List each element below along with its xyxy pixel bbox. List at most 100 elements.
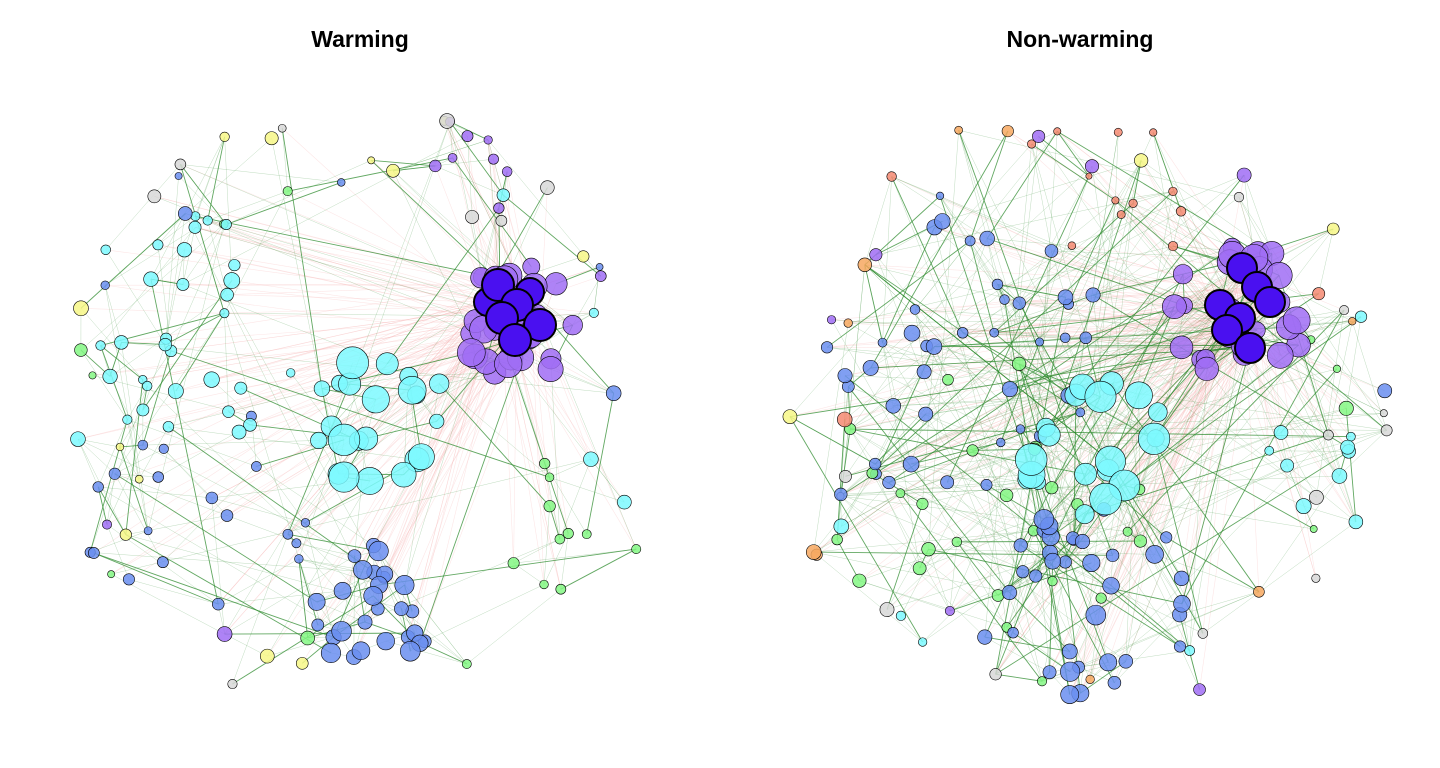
positive-edge — [1287, 446, 1348, 466]
positive-edge — [1174, 306, 1340, 477]
positive-edge — [1009, 317, 1241, 390]
positive-edge — [142, 280, 233, 411]
positive-edge — [232, 534, 289, 685]
positive-edge — [211, 497, 306, 524]
negative-edge — [211, 339, 516, 499]
network-node — [1033, 509, 1055, 530]
network-node — [461, 130, 474, 143]
positive-edge — [1000, 191, 1174, 443]
positive-edge — [942, 160, 1142, 222]
network-node — [351, 641, 371, 660]
network-node — [1148, 402, 1168, 422]
positive-edge — [993, 332, 1070, 396]
network-node — [220, 288, 234, 302]
positive-edge — [1328, 321, 1353, 436]
positive-edge — [1350, 430, 1387, 437]
network-node — [1053, 127, 1062, 136]
positive-edge — [922, 346, 935, 504]
network-node — [999, 488, 1014, 502]
network-node — [174, 158, 187, 171]
positive-edge — [864, 176, 892, 265]
network-node — [307, 593, 326, 611]
network-node — [1044, 244, 1059, 258]
network-node — [1060, 685, 1080, 704]
positive-edge — [850, 386, 1083, 430]
positive-edge — [939, 195, 1020, 304]
positive-edge — [827, 347, 1020, 365]
negative-edge — [142, 317, 503, 380]
network-node — [1012, 296, 1026, 310]
network-node — [70, 431, 86, 447]
network-node — [543, 500, 556, 513]
network-node — [1118, 654, 1133, 669]
positive-edge — [185, 213, 379, 609]
positive-edge — [900, 297, 1066, 616]
network-node — [1134, 153, 1149, 168]
network-node — [595, 263, 604, 271]
positive-edge — [1152, 132, 1234, 311]
negative-edge — [911, 286, 1258, 334]
network-node — [488, 153, 499, 165]
negative-edge — [1065, 304, 1221, 339]
positive-edge — [1009, 247, 1233, 390]
network-node — [1125, 381, 1153, 410]
positive-edge — [1316, 430, 1387, 498]
network-node — [1099, 653, 1118, 672]
network-node — [375, 352, 399, 376]
positive-edge — [1286, 465, 1314, 530]
network-node — [1075, 407, 1086, 418]
positive-edge — [994, 294, 1094, 334]
negative-edge — [157, 244, 503, 319]
network-panel-non-warming: Non-warming — [720, 0, 1440, 768]
network-node — [300, 518, 311, 528]
positive-edge — [119, 446, 140, 480]
network-node — [1074, 533, 1090, 550]
positive-edge — [424, 584, 545, 642]
positive-edge — [281, 128, 323, 389]
positive-edge — [1114, 614, 1180, 683]
negative-edge — [970, 240, 1241, 319]
positive-edge — [1089, 434, 1329, 680]
positive-edge — [1065, 326, 1289, 563]
network-node — [1348, 317, 1357, 326]
network-node — [158, 337, 172, 352]
positive-edge — [934, 227, 1020, 304]
network-node — [540, 180, 555, 195]
positive-edge — [179, 164, 225, 314]
network-node — [167, 383, 184, 399]
negative-edge — [142, 291, 531, 380]
positive-edge — [97, 486, 108, 525]
positive-edge — [914, 309, 927, 347]
positive-edge — [226, 181, 342, 225]
positive-edge — [934, 341, 1040, 347]
network-node — [1332, 364, 1341, 373]
positive-edge — [121, 341, 166, 346]
network-node — [581, 529, 592, 540]
positive-edge — [162, 466, 257, 563]
positive-edge — [370, 160, 497, 279]
network-node — [74, 343, 88, 357]
network-node — [496, 188, 510, 202]
positive-edge — [949, 337, 1066, 611]
network-node — [1044, 552, 1061, 570]
positive-edge — [487, 139, 500, 282]
positive-edge — [513, 538, 560, 564]
positive-edge — [872, 472, 951, 612]
network-node — [991, 278, 1004, 291]
network-node — [1233, 192, 1245, 203]
negative-edge — [419, 324, 541, 644]
network-node — [837, 368, 853, 384]
negative-edge — [1080, 301, 1271, 694]
node-layer — [70, 113, 642, 690]
network-node — [562, 527, 574, 539]
positive-edge — [789, 416, 876, 465]
positive-edge — [1073, 451, 1349, 541]
network-node — [376, 631, 395, 651]
network-node — [951, 536, 962, 548]
network-node — [539, 457, 551, 470]
positive-edge — [392, 165, 436, 172]
network-node — [539, 579, 549, 590]
network-node — [1047, 576, 1058, 587]
positive-edge — [925, 238, 988, 415]
positive-edge — [560, 533, 569, 590]
